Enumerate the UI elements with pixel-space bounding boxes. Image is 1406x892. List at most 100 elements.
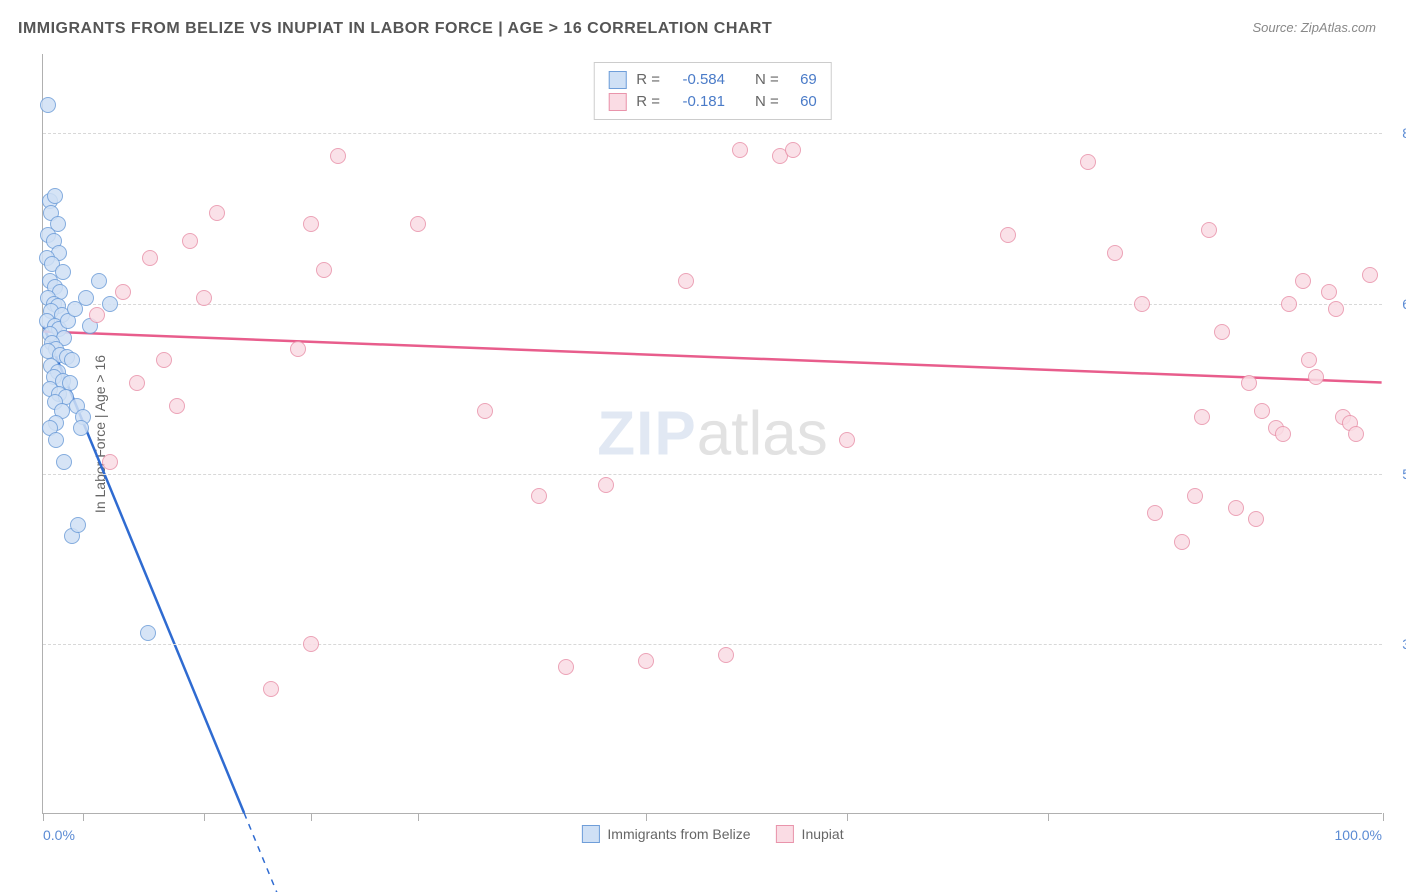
series-legend: Immigrants from Belize Inupiat [581,825,843,843]
regression-line-extrapolation [244,813,314,892]
legend-swatch [608,71,626,89]
chart-title: IMMIGRANTS FROM BELIZE VS INUPIAT IN LAB… [18,20,772,38]
data-point [129,375,145,391]
regression-lines-svg [43,54,1382,813]
gridline [43,133,1382,134]
legend-n-value: 69 [789,69,817,91]
data-point [785,142,801,158]
data-point [47,188,63,204]
legend-swatch [581,825,599,843]
data-point [169,398,185,414]
data-point [678,273,694,289]
data-point [1308,369,1324,385]
data-point [102,454,118,470]
x-tick [83,813,84,821]
y-tick-label: 65.0% [1387,296,1406,312]
data-point [1301,352,1317,368]
chart-container: IMMIGRANTS FROM BELIZE VS INUPIAT IN LAB… [0,0,1406,892]
data-point [330,148,346,164]
series-legend-item: Inupiat [776,825,844,843]
x-tick [847,813,848,821]
data-point [1080,154,1096,170]
data-point [1362,267,1378,283]
series-legend-item: Immigrants from Belize [581,825,750,843]
legend-row: R =-0.584N =69 [608,69,817,91]
legend-r-value: -0.181 [670,91,725,113]
gridline [43,304,1382,305]
x-tick [204,813,205,821]
data-point [263,681,279,697]
gridline [43,644,1382,645]
plot-area: ZIPatlas In Labor Force | Age > 16 R =-0… [42,54,1382,814]
x-tick [43,813,44,821]
source-credit: Source: ZipAtlas.com [1252,20,1376,35]
data-point [732,142,748,158]
data-point [290,341,306,357]
legend-swatch [608,93,626,111]
data-point [91,273,107,289]
data-point [1214,324,1230,340]
data-point [1281,296,1297,312]
data-point [89,307,105,323]
data-point [1348,426,1364,442]
data-point [48,432,64,448]
data-point [1275,426,1291,442]
y-tick-label: 80.0% [1387,125,1406,141]
x-tick [311,813,312,821]
data-point [558,659,574,675]
data-point [182,233,198,249]
gridline [43,474,1382,475]
data-point [55,264,71,280]
data-point [196,290,212,306]
data-point [1228,500,1244,516]
data-point [477,403,493,419]
x-axis-min-label: 0.0% [43,827,75,843]
data-point [638,653,654,669]
data-point [531,488,547,504]
data-point [718,647,734,663]
data-point [1174,534,1190,550]
data-point [1194,409,1210,425]
data-point [40,97,56,113]
series-legend-label: Inupiat [802,826,844,842]
data-point [142,250,158,266]
x-tick [1048,813,1049,821]
regression-line [43,332,1381,383]
x-tick [1383,813,1384,821]
data-point [303,636,319,652]
data-point [115,284,131,300]
data-point [1187,488,1203,504]
legend-r-label: R = [636,91,660,113]
data-point [78,290,94,306]
data-point [839,432,855,448]
series-legend-label: Immigrants from Belize [607,826,750,842]
data-point [73,420,89,436]
data-point [1295,273,1311,289]
data-point [64,352,80,368]
data-point [209,205,225,221]
legend-row: R = -0.181 N = 60 [608,91,817,113]
data-point [1107,245,1123,261]
data-point [56,454,72,470]
data-point [1201,222,1217,238]
data-point [1328,301,1344,317]
y-tick-label: 35.0% [1387,636,1406,652]
data-point [598,477,614,493]
legend-n-label: N = [755,91,779,113]
data-point [102,296,118,312]
y-tick-label: 50.0% [1387,466,1406,482]
data-point [1321,284,1337,300]
legend-n-value: 60 [789,91,817,113]
data-point [140,625,156,641]
legend-n-label: N = [755,69,779,91]
correlation-legend: R =-0.584N =69R =-0.181N =60 [593,62,832,120]
data-point [1147,505,1163,521]
x-tick [418,813,419,821]
x-axis-max-label: 100.0% [1335,827,1382,843]
data-point [70,517,86,533]
legend-swatch [776,825,794,843]
data-point [1241,375,1257,391]
x-tick [646,813,647,821]
data-point [303,216,319,232]
data-point [156,352,172,368]
